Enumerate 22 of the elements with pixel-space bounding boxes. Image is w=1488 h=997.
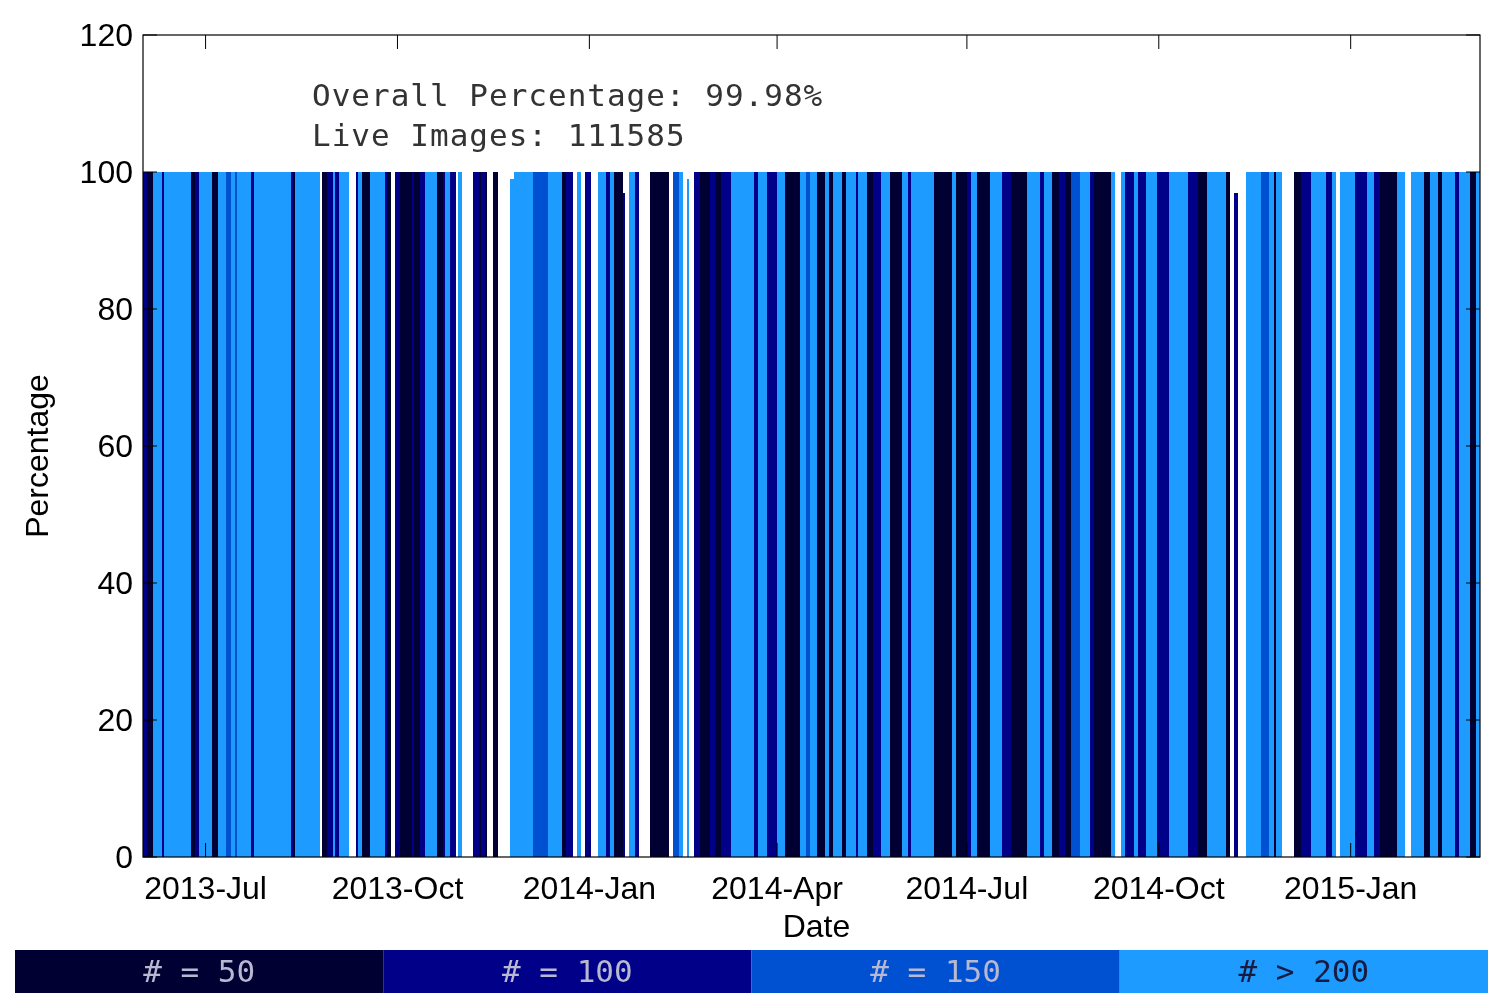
y-tick-label: 120 [79,17,133,54]
y-tick-label: 20 [97,702,133,739]
x-tick-label: 2014-Jul [905,870,1029,906]
x-axis-title: Date [782,908,851,944]
x-tick-label: 2013-Oct [331,870,464,906]
y-axis-title: Percentage [19,374,55,538]
y-tick-label: 60 [97,428,133,465]
y-tick-label: 100 [79,154,133,191]
text: # = 150 [870,953,1001,990]
y-tick-label: 80 [97,291,133,328]
y-tick-label: 40 [97,565,133,602]
x-tick-label: 2013-Jul [144,870,267,906]
x-tick-label: 2014-Oct [1092,870,1225,906]
text: # = 50 [143,953,256,990]
y-tick-label: 0 [115,839,133,876]
annotation: Live Images: 111585 [312,117,686,153]
x-tick-label: 2014-Apr [711,870,844,906]
text: # = 100 [502,953,633,990]
x-tick-label: 2015-Jan [1283,870,1418,906]
text: # > 200 [1238,953,1370,990]
x-tick-label: 2014-Jan [522,870,657,906]
annotation: Overall Percentage: 99.98% [312,77,824,113]
